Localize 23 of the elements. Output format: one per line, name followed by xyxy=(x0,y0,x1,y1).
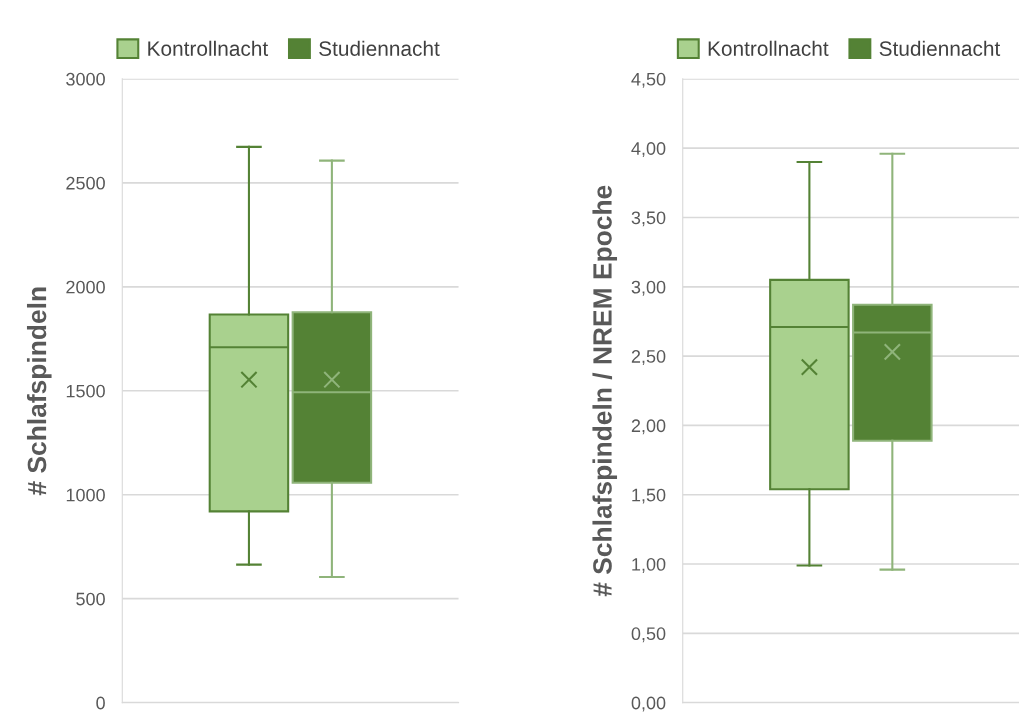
y-tick-label: 4,00 xyxy=(631,142,666,158)
y-tick-label: 2,50 xyxy=(631,350,666,365)
y-tick-label: 3000 xyxy=(66,72,105,86)
y-tick-label: 1,00 xyxy=(632,557,666,573)
y-axis-title: # Schlafspindeln / NREM Epoche xyxy=(592,185,618,597)
y-tick-label: 2000 xyxy=(66,280,105,294)
y-tick-label: 3,00 xyxy=(631,280,666,296)
legend-label: Kontrollnacht xyxy=(148,40,269,56)
y-tick-label: 500 xyxy=(76,592,105,606)
y-tick-label: 0,00 xyxy=(631,696,666,712)
y-tick-label: 3,50 xyxy=(631,211,666,227)
legend-label: Kontrollnacht xyxy=(708,40,829,56)
y-tick-label: 1,50 xyxy=(632,488,666,504)
y-axis-title: # Schlafspindeln xyxy=(26,287,52,496)
legend-label: Studiennacht xyxy=(879,40,1001,56)
y-tick-label: 4,50 xyxy=(631,72,666,88)
y-tick-label: 0 xyxy=(96,696,105,710)
y-tick-label: 2500 xyxy=(66,176,105,190)
legend-label: Studiennacht xyxy=(319,40,440,56)
y-tick-label: 0,50 xyxy=(631,627,666,643)
y-tick-label: 1000 xyxy=(66,488,105,502)
y-tick-label: 2,00 xyxy=(631,419,666,435)
y-tick-label: 1500 xyxy=(66,384,105,398)
